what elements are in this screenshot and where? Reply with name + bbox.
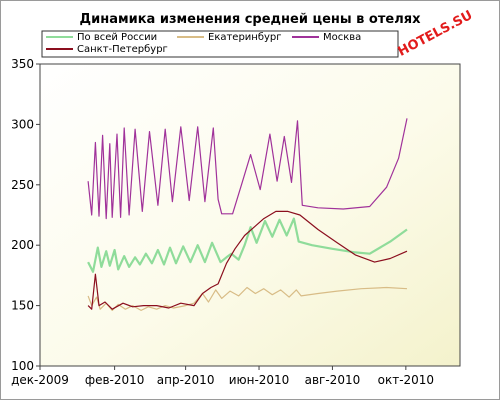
y-axis: 100 150 200 250 300 350 (11, 57, 40, 373)
chart-title: Динамика изменения средней цены в отелях (80, 12, 422, 27)
y-tick-label: 250 (11, 178, 34, 192)
y-tick-label: 200 (11, 238, 34, 252)
series-line-3 (87, 210, 408, 310)
x-tick-label: дек-2009 (11, 373, 69, 387)
x-tick-label: фев-2010 (85, 373, 145, 387)
legend-label: По всей России (77, 32, 157, 43)
series-line-0 (87, 217, 408, 273)
legend-box (41, 30, 399, 58)
x-axis: дек-2009 фев-2010 апр-2010 июн-2010 авг-2010… (11, 366, 434, 387)
x-tick-label: окт-2010 (378, 373, 434, 387)
legend-label: Екатеринбург (208, 32, 282, 43)
legend-label: Москва (323, 32, 361, 43)
series-line-2 (87, 118, 408, 220)
legend-label: Санкт-Петербург (77, 44, 168, 55)
y-tick-label: 150 (11, 299, 34, 313)
x-tick-label: авг-2010 (305, 373, 361, 387)
x-tick-label: июн-2010 (229, 373, 290, 387)
y-tick-label: 100 (11, 359, 34, 373)
legend: По всей России Екатеринбург Москва Санкт-Пе… (41, 30, 399, 58)
plot-area (39, 63, 461, 367)
y-tick-label: 300 (11, 117, 34, 131)
series-layer (87, 118, 408, 311)
y-tick-label: 350 (11, 57, 34, 71)
x-tick-label: апр-2010 (157, 373, 215, 387)
